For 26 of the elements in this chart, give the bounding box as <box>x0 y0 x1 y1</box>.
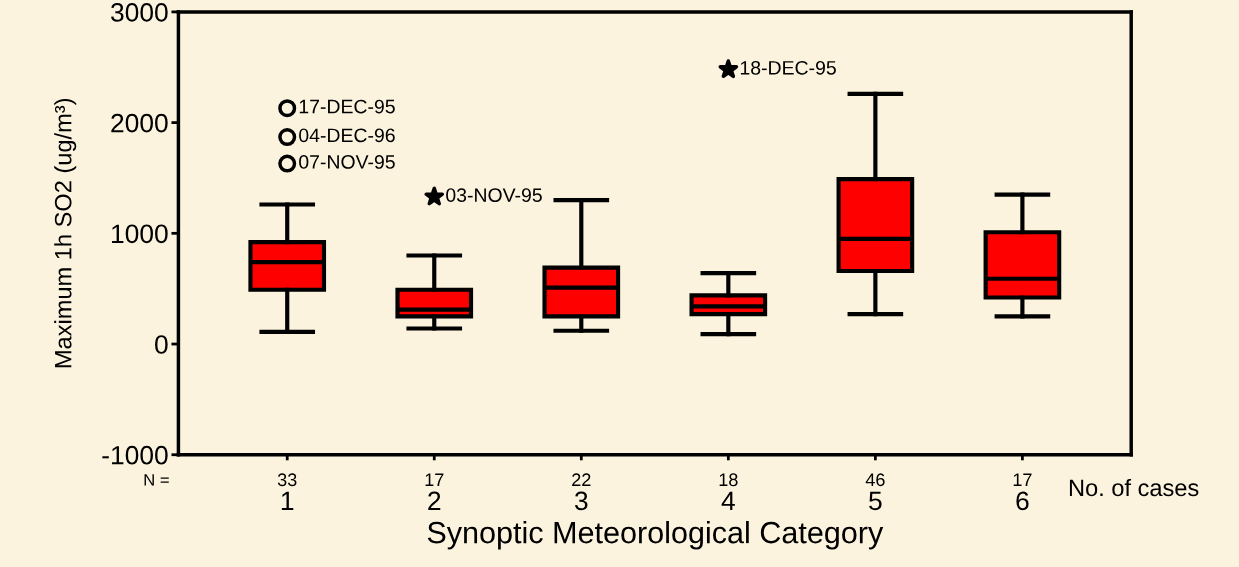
x-tick-label: 3 <box>574 491 588 511</box>
x-tick-label: 1 <box>281 491 294 510</box>
text: 22 <box>572 473 591 486</box>
y-tick-label: 0 <box>155 335 168 354</box>
annotation: 04-DEC-96 <box>299 128 395 143</box>
annotation: 18-DEC-95 <box>740 60 836 75</box>
text: 17 <box>1013 473 1032 486</box>
y-tick-label: -1000 <box>102 445 168 465</box>
text: 17 <box>425 473 444 486</box>
text: 18 <box>719 473 738 487</box>
y-tick-label: 1000 <box>112 224 168 244</box>
x-tick-label: 4 <box>721 491 735 510</box>
y-tick-label: 3000 <box>111 3 168 22</box>
x-tick-label: 5 <box>869 491 882 511</box>
text: 46 <box>865 473 885 487</box>
annotation: 03-NOV-95 <box>446 188 542 203</box>
x-axis-title: Synoptic Meteorological Category <box>427 521 884 550</box>
x-tick-label: 2 <box>428 491 441 510</box>
y-axis-title: Maximum 1h SO2 (ug/m³) <box>54 98 77 368</box>
text: N = <box>144 474 169 486</box>
annotation: 17-DEC-95 <box>299 99 395 114</box>
annotation: 07-NOV-95 <box>299 155 395 169</box>
text: 33 <box>277 473 297 487</box>
x-tick-label: 6 <box>1016 491 1029 511</box>
y-tick-label: 2000 <box>111 113 168 133</box>
text: No. of cases <box>1069 478 1199 497</box>
